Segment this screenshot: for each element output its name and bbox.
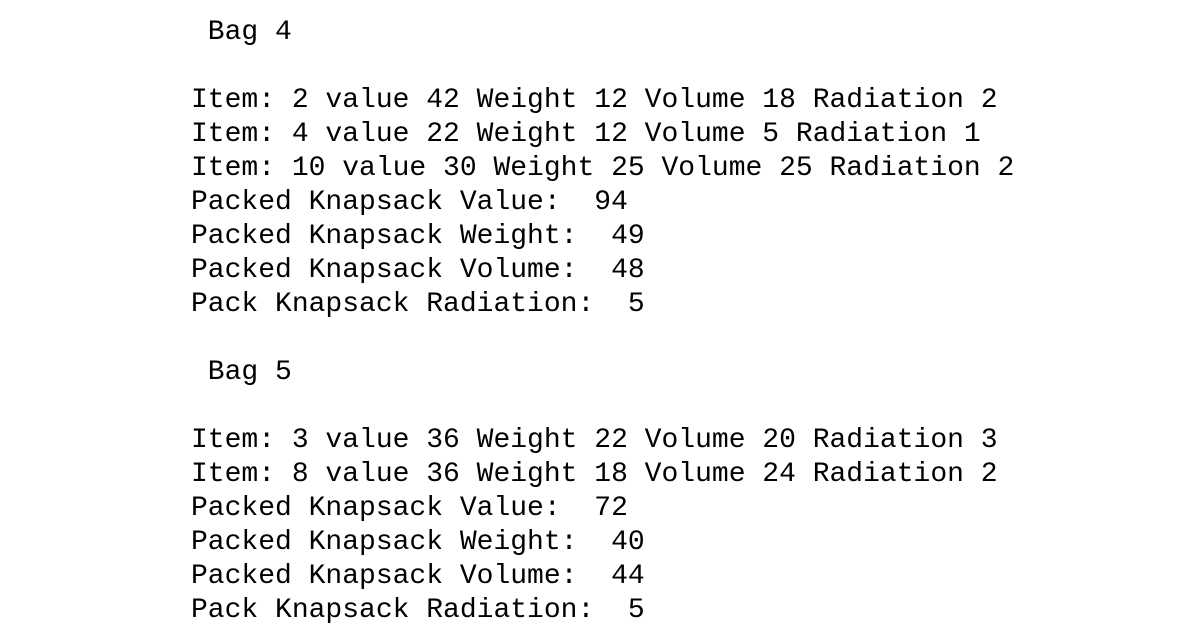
bag-4-packed-radiation: Pack Knapsack Radiation: 5 xyxy=(191,289,645,320)
bag-5-item: Item: 8 value 36 Weight 18 Volume 24 Rad… xyxy=(191,459,998,490)
bag-5-packed-weight: Packed Knapsack Weight: 40 xyxy=(191,527,645,558)
blank-line xyxy=(191,322,1014,356)
blank-line xyxy=(191,390,1014,424)
bag-4-packed-value: Packed Knapsack Value: 94 xyxy=(191,187,628,218)
bag-5-header: Bag 5 xyxy=(191,357,292,388)
bag-5-packed-volume: Packed Knapsack Volume: 44 xyxy=(191,561,645,592)
bag-5-packed-value: Packed Knapsack Value: 72 xyxy=(191,493,628,524)
console-output: Bag 4 Item: 2 value 42 Weight 12 Volume … xyxy=(191,16,1014,628)
bag-4-packed-weight: Packed Knapsack Weight: 49 xyxy=(191,221,645,252)
bag-4-packed-volume: Packed Knapsack Volume: 48 xyxy=(191,255,645,286)
bag-5-packed-radiation: Pack Knapsack Radiation: 5 xyxy=(191,595,645,626)
bag-4-item: Item: 2 value 42 Weight 12 Volume 18 Rad… xyxy=(191,85,998,116)
bag-4-item: Item: 4 value 22 Weight 12 Volume 5 Radi… xyxy=(191,119,981,150)
bag-4-header: Bag 4 xyxy=(191,17,292,48)
bag-5-item: Item: 3 value 36 Weight 22 Volume 20 Rad… xyxy=(191,425,998,456)
bag-4-item: Item: 10 value 30 Weight 25 Volume 25 Ra… xyxy=(191,153,1015,184)
blank-line xyxy=(191,50,1014,84)
